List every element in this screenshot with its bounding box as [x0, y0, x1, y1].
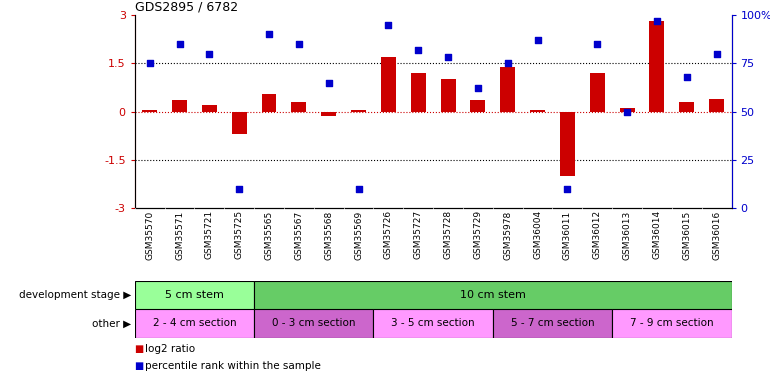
Text: GSM35729: GSM35729 — [474, 210, 482, 260]
Point — [353, 186, 365, 192]
Bar — [500, 66, 515, 112]
Text: GSM36011: GSM36011 — [563, 210, 572, 260]
Text: ■: ■ — [135, 361, 147, 371]
Point — [531, 37, 544, 43]
Text: GSM36012: GSM36012 — [593, 210, 601, 260]
Point — [323, 80, 335, 86]
Bar — [440, 80, 456, 112]
Text: GSM35725: GSM35725 — [235, 210, 243, 260]
Bar — [612, 309, 731, 338]
Bar — [679, 102, 695, 112]
Bar — [560, 112, 575, 176]
Text: GDS2895 / 6782: GDS2895 / 6782 — [135, 1, 238, 14]
Text: GSM36014: GSM36014 — [652, 210, 661, 260]
Text: ■: ■ — [135, 344, 147, 354]
Bar — [530, 110, 545, 112]
Text: other ▶: other ▶ — [92, 318, 131, 328]
Bar — [381, 57, 396, 112]
Text: GSM35571: GSM35571 — [175, 210, 184, 260]
Point — [173, 41, 186, 47]
Bar — [254, 309, 373, 338]
Point — [651, 18, 663, 24]
Text: GSM35978: GSM35978 — [504, 210, 512, 260]
Bar — [410, 73, 426, 112]
Point — [442, 54, 454, 60]
Text: GSM35728: GSM35728 — [444, 210, 453, 260]
Bar — [590, 73, 604, 112]
Bar — [172, 100, 187, 112]
Point — [293, 41, 305, 47]
Bar — [620, 108, 634, 112]
Text: GSM36013: GSM36013 — [623, 210, 631, 260]
Text: 2 - 4 cm section: 2 - 4 cm section — [152, 318, 236, 328]
Text: GSM35568: GSM35568 — [324, 210, 333, 260]
Bar — [373, 309, 493, 338]
Bar — [262, 94, 276, 112]
Text: 0 - 3 cm section: 0 - 3 cm section — [272, 318, 356, 328]
Text: GSM35721: GSM35721 — [205, 210, 214, 260]
Text: GSM36015: GSM36015 — [682, 210, 691, 260]
Text: GSM35565: GSM35565 — [265, 210, 273, 260]
Bar — [135, 309, 254, 338]
Text: 5 - 7 cm section: 5 - 7 cm section — [511, 318, 594, 328]
Text: 10 cm stem: 10 cm stem — [460, 290, 526, 300]
Point — [143, 60, 156, 66]
Bar — [291, 102, 306, 112]
Point — [412, 47, 424, 53]
Text: GSM35569: GSM35569 — [354, 210, 363, 260]
Point — [382, 22, 394, 28]
Text: percentile rank within the sample: percentile rank within the sample — [145, 361, 320, 371]
Text: GSM35570: GSM35570 — [146, 210, 154, 260]
Text: GSM35726: GSM35726 — [384, 210, 393, 260]
Point — [621, 109, 633, 115]
Point — [561, 186, 574, 192]
Bar — [321, 112, 336, 116]
Text: development stage ▶: development stage ▶ — [18, 290, 131, 300]
Bar — [351, 110, 366, 112]
Point — [233, 186, 246, 192]
Text: 3 - 5 cm section: 3 - 5 cm section — [391, 318, 475, 328]
Text: GSM36016: GSM36016 — [712, 210, 721, 260]
Text: GSM36004: GSM36004 — [533, 210, 542, 260]
Point — [472, 86, 484, 92]
Text: log2 ratio: log2 ratio — [145, 344, 195, 354]
Text: 5 cm stem: 5 cm stem — [165, 290, 224, 300]
Bar — [232, 112, 246, 134]
Bar — [493, 309, 612, 338]
Point — [681, 74, 693, 80]
Text: GSM35567: GSM35567 — [294, 210, 303, 260]
Bar — [254, 281, 732, 309]
Point — [711, 51, 723, 57]
Bar — [142, 110, 157, 112]
Bar — [202, 105, 217, 112]
Bar — [135, 281, 254, 309]
Text: 7 - 9 cm section: 7 - 9 cm section — [630, 318, 714, 328]
Text: GSM35727: GSM35727 — [413, 210, 423, 260]
Point — [263, 32, 275, 38]
Bar — [649, 21, 665, 112]
Point — [591, 41, 604, 47]
Point — [203, 51, 216, 57]
Bar — [709, 99, 724, 112]
Point — [501, 60, 514, 66]
Bar — [470, 100, 485, 112]
